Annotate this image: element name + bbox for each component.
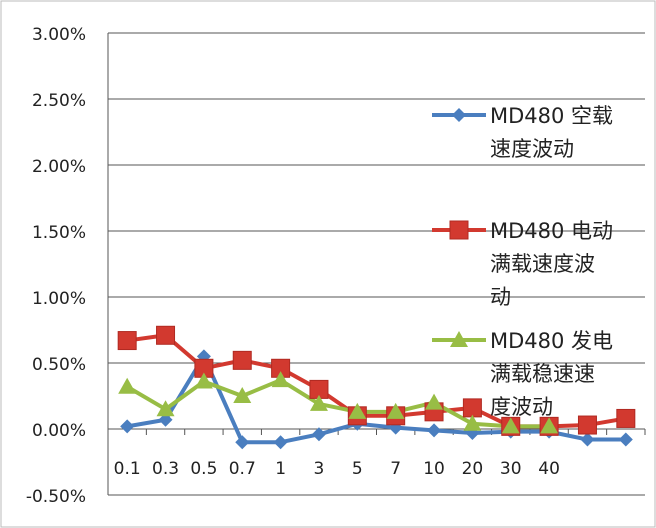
data-point-triangle bbox=[194, 372, 213, 389]
y-tick-label: 1.50% bbox=[32, 223, 86, 243]
data-point-square bbox=[156, 325, 176, 345]
data-point-triangle bbox=[233, 387, 252, 403]
x-tick-label: 0.3 bbox=[152, 459, 179, 479]
data-point-square bbox=[232, 350, 252, 370]
y-tick-label: 0.50% bbox=[32, 355, 86, 375]
y-tick-label: 2.00% bbox=[32, 157, 86, 177]
y-tick-label: 0.00% bbox=[32, 421, 86, 441]
data-point-triangle bbox=[425, 393, 444, 410]
data-point-diamond bbox=[580, 432, 595, 447]
legend-label: MD480 电动 bbox=[490, 219, 613, 243]
data-point-square bbox=[449, 220, 469, 240]
legend-label: MD480 发电 bbox=[490, 329, 613, 353]
data-point-diamond bbox=[452, 108, 466, 122]
y-tick-label: 1.00% bbox=[32, 289, 86, 309]
data-point-square bbox=[117, 331, 137, 351]
legend-label: 度波动 bbox=[490, 395, 553, 419]
legend-label: 满载速度波 bbox=[490, 252, 595, 276]
x-tick-label: 7 bbox=[390, 459, 401, 479]
data-point-diamond bbox=[273, 435, 288, 450]
data-point-triangle bbox=[156, 400, 175, 417]
data-point-triangle bbox=[450, 331, 468, 347]
data-point-triangle bbox=[463, 414, 482, 431]
x-tick-label: 5 bbox=[352, 459, 363, 479]
data-point-diamond bbox=[158, 412, 173, 427]
data-point-triangle bbox=[386, 402, 405, 419]
data-point-triangle bbox=[118, 377, 137, 394]
y-tick-label: -0.50% bbox=[26, 487, 86, 507]
data-point-diamond bbox=[618, 432, 633, 447]
y-tick-label: 2.50% bbox=[32, 91, 86, 111]
data-point-triangle bbox=[540, 417, 559, 434]
data-point-triangle bbox=[501, 417, 520, 434]
x-tick-label: 40 bbox=[538, 459, 560, 479]
data-point-square bbox=[616, 408, 636, 428]
x-tick-label: 0.1 bbox=[114, 459, 141, 479]
x-tick-label: 30 bbox=[500, 459, 522, 479]
data-point-triangle bbox=[271, 371, 290, 388]
x-tick-label: 3 bbox=[314, 459, 325, 479]
x-tick-label: 0.7 bbox=[229, 459, 256, 479]
y-tick-label: 3.00% bbox=[32, 25, 86, 45]
legend-label: 动 bbox=[490, 285, 511, 309]
data-point-diamond bbox=[311, 427, 326, 442]
legend-label: MD480 空载 bbox=[490, 104, 613, 128]
x-tick-label: 0.5 bbox=[190, 459, 217, 479]
data-point-diamond bbox=[120, 419, 135, 434]
data-point-square bbox=[462, 398, 482, 418]
legend-label: 速度波动 bbox=[490, 137, 574, 161]
x-tick-label: 20 bbox=[462, 459, 484, 479]
data-point-triangle bbox=[309, 394, 328, 411]
legend-label: 满载稳速速 bbox=[490, 362, 595, 386]
x-tick-label: 10 bbox=[423, 459, 445, 479]
x-tick-label: 1 bbox=[275, 459, 286, 479]
data-point-diamond bbox=[427, 423, 442, 438]
data-point-triangle bbox=[348, 402, 367, 419]
data-point-diamond bbox=[235, 435, 250, 450]
data-point-square bbox=[577, 415, 597, 435]
